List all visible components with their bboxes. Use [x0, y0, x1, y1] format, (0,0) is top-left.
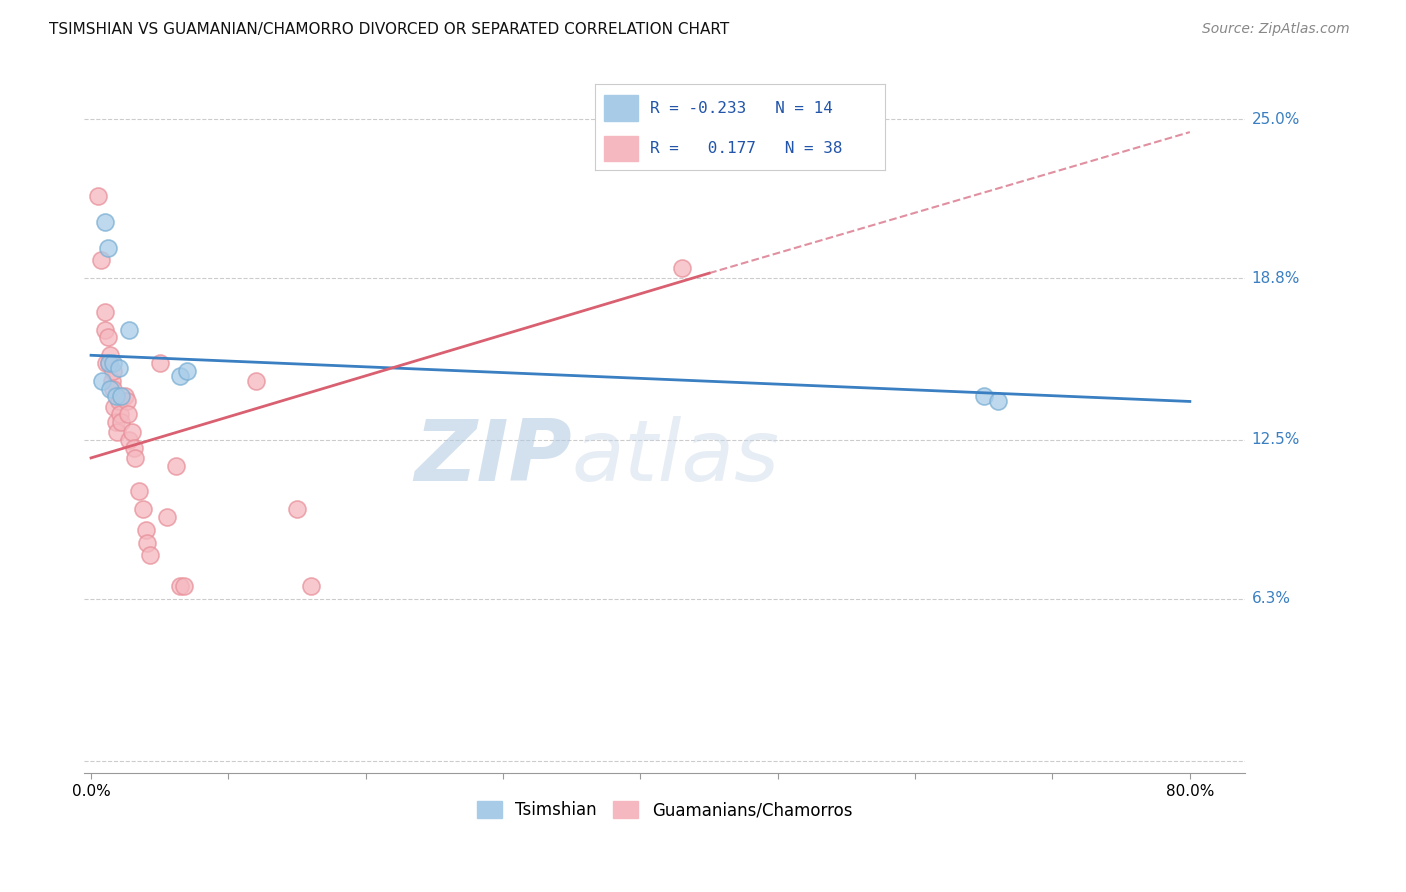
Point: [169, 368, 191, 383]
Legend: Tsimshian, Guamanians/Chamorros: Tsimshian, Guamanians/Chamorros: [470, 795, 859, 826]
Point: [124, 450, 146, 465]
Point: [101, 364, 124, 378]
Point: [107, 361, 129, 376]
Point: [98, 348, 121, 362]
Point: [108, 407, 131, 421]
Point: [104, 389, 127, 403]
Text: ZIP: ZIP: [413, 416, 572, 499]
Point: [94, 356, 117, 370]
Point: [98, 382, 121, 396]
Point: [105, 425, 128, 440]
Point: [117, 407, 139, 421]
Point: [103, 400, 125, 414]
Point: [165, 458, 187, 473]
Point: [96, 330, 118, 344]
Point: [285, 502, 308, 516]
Point: [139, 549, 162, 563]
Point: [104, 415, 127, 429]
Point: [110, 389, 132, 403]
Point: [97, 356, 120, 370]
Point: [136, 535, 159, 549]
Point: [101, 356, 124, 370]
Point: [299, 579, 322, 593]
Point: [115, 394, 138, 409]
Point: [121, 425, 143, 440]
Point: [122, 441, 145, 455]
Point: [91, 374, 114, 388]
Point: [90, 253, 112, 268]
Point: [94, 215, 117, 229]
Point: [173, 579, 195, 593]
Point: [986, 394, 1008, 409]
Point: [671, 261, 693, 276]
Text: atlas: atlas: [572, 416, 780, 499]
Point: [149, 356, 172, 370]
Text: Source: ZipAtlas.com: Source: ZipAtlas.com: [1202, 22, 1350, 37]
Text: 18.8%: 18.8%: [1251, 271, 1301, 285]
Point: [94, 323, 117, 337]
Point: [128, 484, 150, 499]
Point: [94, 304, 117, 318]
Point: [132, 502, 155, 516]
Point: [97, 356, 120, 370]
Point: [155, 509, 177, 524]
Text: 25.0%: 25.0%: [1251, 112, 1301, 127]
Text: TSIMSHIAN VS GUAMANIAN/CHAMORRO DIVORCED OR SEPARATED CORRELATION CHART: TSIMSHIAN VS GUAMANIAN/CHAMORRO DIVORCED…: [49, 22, 730, 37]
Point: [118, 323, 141, 337]
Point: [101, 382, 124, 396]
Point: [114, 389, 136, 403]
Point: [110, 415, 132, 429]
Point: [176, 364, 198, 378]
Point: [96, 241, 118, 255]
Point: [169, 579, 191, 593]
Point: [973, 389, 995, 403]
Point: [118, 433, 141, 447]
Point: [87, 189, 110, 203]
Point: [107, 394, 129, 409]
Point: [100, 374, 122, 388]
Text: 12.5%: 12.5%: [1251, 433, 1301, 448]
Point: [245, 374, 267, 388]
Point: [135, 523, 157, 537]
Text: 6.3%: 6.3%: [1251, 591, 1291, 607]
